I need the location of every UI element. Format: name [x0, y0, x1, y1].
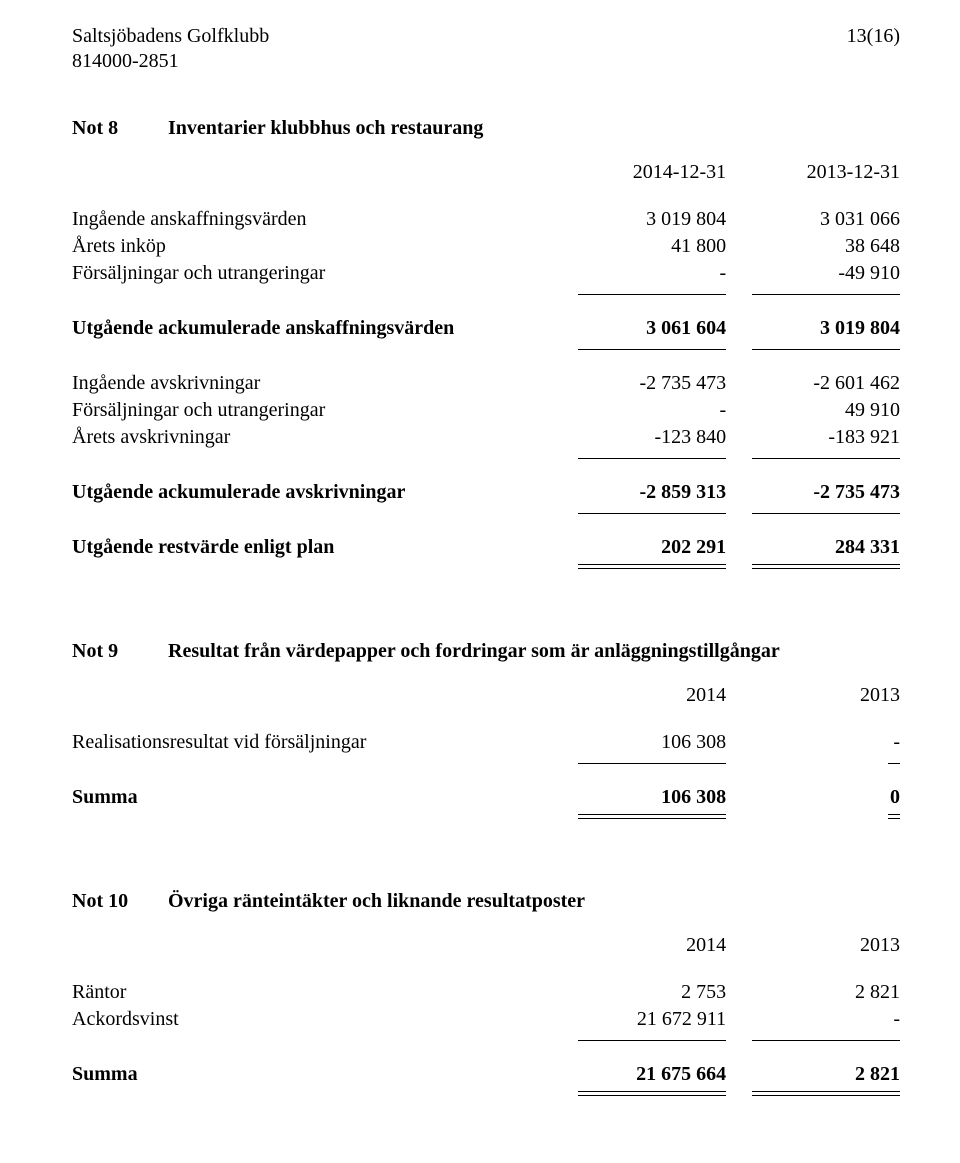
- row-value: 49 910: [726, 397, 900, 424]
- row-value: 202 291: [552, 534, 726, 561]
- row-value: 21 675 664: [552, 1061, 726, 1088]
- col-header: 2013: [726, 932, 900, 959]
- row-value: 38 648: [726, 233, 900, 260]
- row-value: 2 821: [726, 1061, 900, 1088]
- col-header: 2013-12-31: [726, 159, 900, 186]
- table-row: Summa 106 308 0: [72, 784, 900, 811]
- table-row: 2014-12-31 2013-12-31: [72, 159, 900, 186]
- row-label: Utgående restvärde enligt plan: [72, 534, 552, 561]
- row-label: Summa: [72, 1061, 552, 1088]
- org-name: Saltsjöbadens Golfklubb: [72, 24, 269, 49]
- note8-number: Not 8: [72, 116, 168, 141]
- table-row: 2014 2013: [72, 932, 900, 959]
- note10-number: Not 10: [72, 889, 168, 914]
- note10-header: Not 10 Övriga ränteintäkter och liknande…: [72, 889, 900, 914]
- col-header: 2014: [552, 682, 726, 709]
- row-value: -49 910: [726, 260, 900, 287]
- col-header: 2013: [726, 682, 900, 709]
- table-row: Försäljningar och utrangeringar - -49 91…: [72, 260, 900, 287]
- row-value: 3 019 804: [726, 315, 900, 342]
- page-header: Saltsjöbadens Golfklubb 814000-2851 13(1…: [72, 24, 900, 74]
- page-indicator: 13(16): [847, 24, 900, 74]
- row-value: 21 672 911: [552, 1006, 726, 1033]
- table-row: Summa 21 675 664 2 821: [72, 1061, 900, 1088]
- note9-table: 2014 2013 Realisationsresultat vid försä…: [72, 682, 900, 819]
- row-label: Försäljningar och utrangeringar: [72, 397, 552, 424]
- col-header: 2014-12-31: [552, 159, 726, 186]
- note8-title: Inventarier klubbhus och restaurang: [168, 116, 483, 141]
- table-row: Utgående restvärde enligt plan 202 291 2…: [72, 534, 900, 561]
- row-label: Utgående ackumulerade anskaffningsvärden: [72, 315, 552, 342]
- table-row: 2014 2013: [72, 682, 900, 709]
- table-row: Utgående ackumulerade anskaffningsvärden…: [72, 315, 900, 342]
- row-value: 0: [726, 784, 900, 811]
- row-label: Utgående ackumulerade avskrivningar: [72, 479, 552, 506]
- row-value: 3 061 604: [552, 315, 726, 342]
- table-row: Årets inköp 41 800 38 648: [72, 233, 900, 260]
- row-value: 2 821: [726, 979, 900, 1006]
- table-row: Räntor 2 753 2 821: [72, 979, 900, 1006]
- table-row: Ingående avskrivningar -2 735 473 -2 601…: [72, 370, 900, 397]
- row-value: 106 308: [552, 729, 726, 756]
- row-value: -2 735 473: [726, 479, 900, 506]
- table-row: Realisationsresultat vid försäljningar 1…: [72, 729, 900, 756]
- table-row: Ingående anskaffningsvärden 3 019 804 3 …: [72, 206, 900, 233]
- table-row: Försäljningar och utrangeringar - 49 910: [72, 397, 900, 424]
- table-row: Årets avskrivningar -123 840 -183 921: [72, 424, 900, 451]
- row-label: Försäljningar och utrangeringar: [72, 260, 552, 287]
- row-label: Realisationsresultat vid försäljningar: [72, 729, 552, 756]
- row-value: -2 735 473: [552, 370, 726, 397]
- col-header: 2014: [552, 932, 726, 959]
- row-label: Årets avskrivningar: [72, 424, 552, 451]
- note8-table: 2014-12-31 2013-12-31 Ingående anskaffni…: [72, 159, 900, 569]
- note9-header: Not 9 Resultat från värdepapper och ford…: [72, 639, 900, 664]
- org-number: 814000-2851: [72, 49, 269, 74]
- note10-table: 2014 2013 Räntor 2 753 2 821 Ackordsvins…: [72, 932, 900, 1096]
- row-label: Ingående anskaffningsvärden: [72, 206, 552, 233]
- note8-header: Not 8 Inventarier klubbhus och restauran…: [72, 116, 900, 141]
- row-value: 3 031 066: [726, 206, 900, 233]
- row-value: -183 921: [726, 424, 900, 451]
- note9-title: Resultat från värdepapper och fordringar…: [168, 639, 780, 664]
- row-label: Räntor: [72, 979, 552, 1006]
- note10-title: Övriga ränteintäkter och liknande result…: [168, 889, 585, 914]
- row-value: -2 601 462: [726, 370, 900, 397]
- row-value: -: [726, 729, 900, 756]
- row-label: Årets inköp: [72, 233, 552, 260]
- row-label: Ingående avskrivningar: [72, 370, 552, 397]
- row-label: Ackordsvinst: [72, 1006, 552, 1033]
- page: Saltsjöbadens Golfklubb 814000-2851 13(1…: [0, 0, 960, 1163]
- note9-number: Not 9: [72, 639, 168, 664]
- row-value: -: [552, 260, 726, 287]
- table-row: Ackordsvinst 21 672 911 -: [72, 1006, 900, 1033]
- row-value: 2 753: [552, 979, 726, 1006]
- table-row: Utgående ackumulerade avskrivningar -2 8…: [72, 479, 900, 506]
- row-value: 41 800: [552, 233, 726, 260]
- row-value: 106 308: [552, 784, 726, 811]
- row-value: -123 840: [552, 424, 726, 451]
- row-value: 284 331: [726, 534, 900, 561]
- row-value: 3 019 804: [552, 206, 726, 233]
- row-value: -: [552, 397, 726, 424]
- row-label: Summa: [72, 784, 552, 811]
- header-left: Saltsjöbadens Golfklubb 814000-2851: [72, 24, 269, 74]
- row-value: -2 859 313: [552, 479, 726, 506]
- row-value: -: [726, 1006, 900, 1033]
